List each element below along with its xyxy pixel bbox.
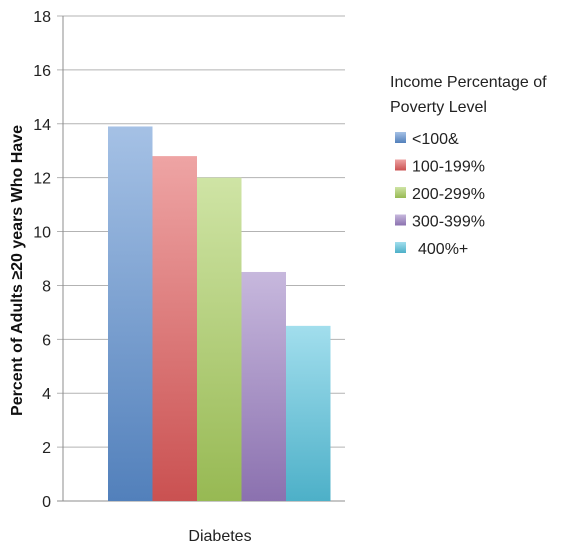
legend-item-label: 300-399%	[412, 214, 485, 231]
y-axis-label: Percent of Adults ≥20 years Who Have	[9, 125, 26, 416]
y-tick-label: 14	[33, 117, 51, 134]
y-tick-label: 16	[33, 63, 51, 80]
legend-title-line-1: Income Percentage of	[390, 74, 547, 91]
y-tick-label: 18	[33, 9, 51, 26]
y-tick-label: 2	[42, 440, 51, 457]
legend-swatch	[395, 214, 406, 226]
legend: Income Percentage of Poverty Level <100&…	[390, 74, 547, 258]
x-axis-categories: Diabetes	[188, 528, 251, 545]
bar-2	[152, 156, 197, 501]
legend-item-label: 100-199%	[412, 159, 485, 176]
x-category-label: Diabetes	[188, 528, 251, 545]
y-tick-label: 0	[42, 494, 51, 511]
y-tick-label: 12	[33, 171, 51, 188]
y-tick-label: 4	[42, 386, 51, 403]
bar-4	[241, 271, 286, 501]
y-tick-label: 10	[33, 225, 51, 242]
legend-item-label: 200-299%	[412, 186, 485, 203]
legend-swatch	[395, 132, 406, 143]
y-tick-label: 8	[42, 278, 51, 295]
legend-title-line-2: Poverty Level	[390, 99, 487, 116]
legend-item-label: <100&	[412, 131, 459, 148]
y-tick-label: 6	[42, 332, 51, 349]
legend-swatch	[395, 159, 406, 171]
bars	[108, 126, 331, 501]
bar-1	[108, 126, 153, 501]
bar-5	[286, 325, 331, 501]
legend-swatch	[395, 187, 406, 198]
legend-item-label: 400%+	[418, 241, 468, 258]
bar-3	[197, 177, 242, 501]
y-axis-ticks: 0 2 4 6 8 10 12 14 16 18	[33, 9, 51, 511]
legend-swatch	[395, 242, 406, 253]
